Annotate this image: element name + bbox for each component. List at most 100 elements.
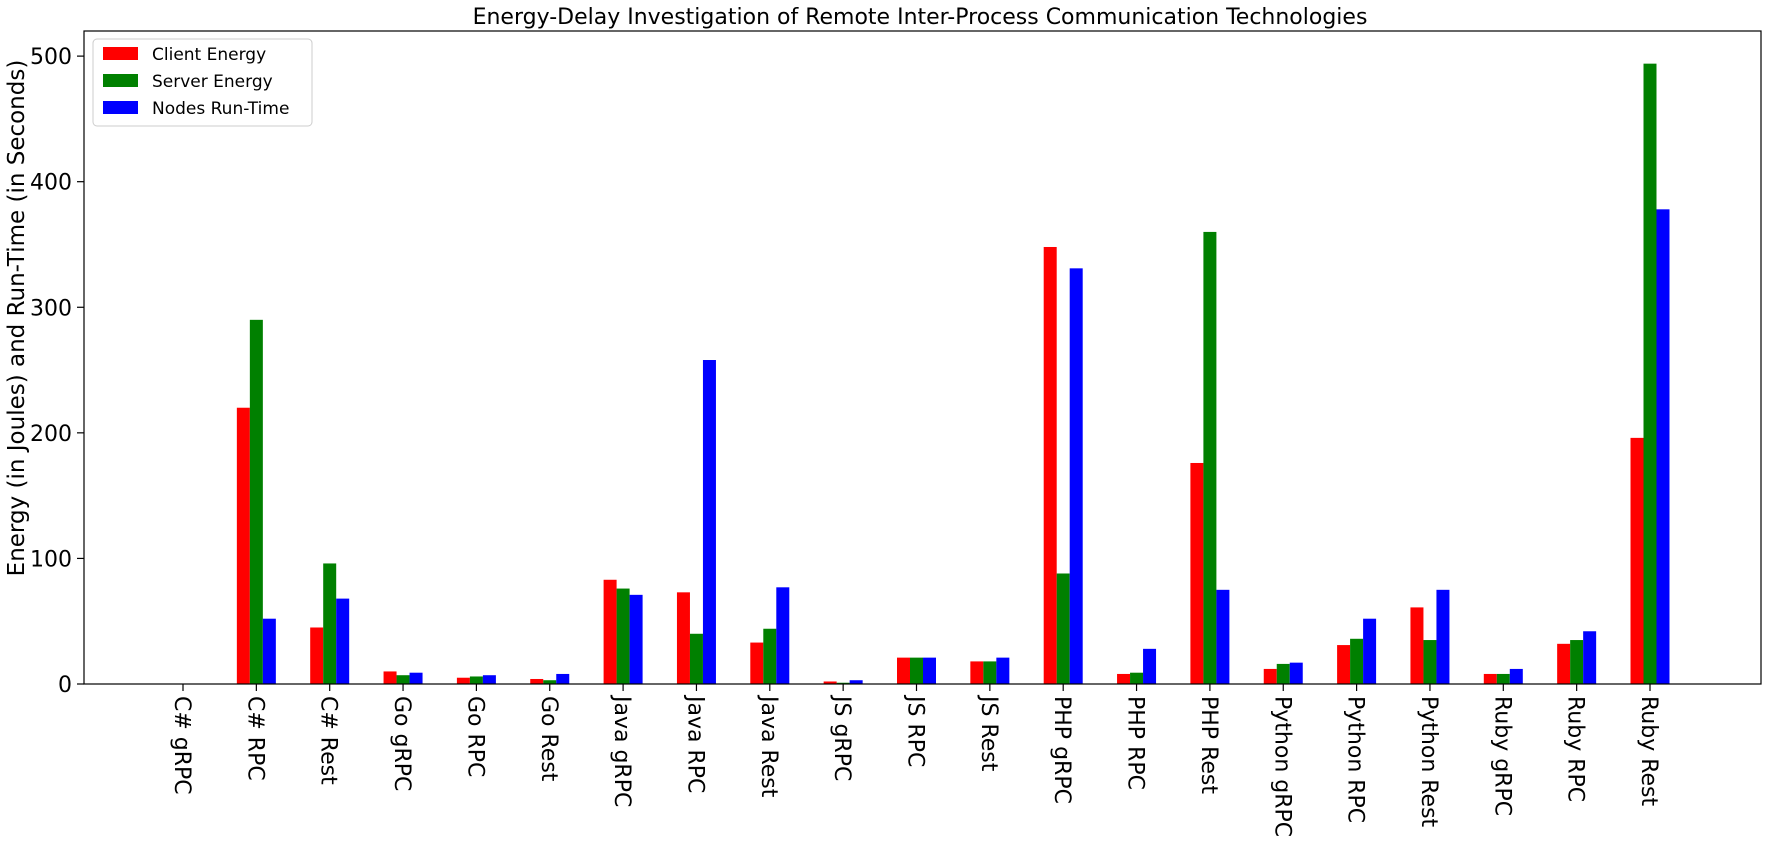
- bar-server-energy-14: [1203, 231, 1217, 685]
- legend-swatch-client-energy: [103, 47, 138, 60]
- bar-client-energy-8: [750, 642, 764, 684]
- x-tick-label: Java gRPC: [609, 694, 634, 807]
- bar-server-energy-16: [1350, 638, 1364, 684]
- x-tick-label: C# RPC: [242, 696, 267, 781]
- y-tick-label: 100: [30, 547, 72, 572]
- bar-client-energy-12: [1043, 246, 1057, 685]
- x-tick-label: Python Rest: [1416, 696, 1441, 828]
- bar-server-energy-20: [1643, 63, 1657, 684]
- bar-server-energy-6: [616, 588, 630, 684]
- bar-nodes-run-time-18: [1509, 668, 1523, 684]
- bar-client-energy-15: [1263, 668, 1277, 684]
- bar-server-energy-4: [469, 676, 483, 684]
- plot-bars: [236, 63, 1670, 685]
- bar-nodes-run-time-1: [262, 618, 276, 684]
- x-tick-label: Java RPC: [682, 694, 707, 793]
- bar-client-energy-11: [970, 661, 984, 684]
- y-axis-label: Energy (in Joules) and Run-Time (in Seco…: [4, 60, 30, 577]
- bar-nodes-run-time-14: [1216, 589, 1230, 684]
- bar-client-energy-20: [1630, 437, 1644, 684]
- x-tick-label: Go RPC: [462, 696, 487, 777]
- bar-client-energy-5: [530, 678, 544, 684]
- bar-server-energy-2: [323, 563, 337, 684]
- x-tick-label: JS gRPC: [829, 694, 854, 781]
- legend-label: Server Energy: [152, 72, 273, 92]
- bar-server-energy-1: [249, 319, 263, 684]
- bar-client-energy-4: [456, 677, 470, 684]
- legend-label: Nodes Run-Time: [152, 99, 289, 119]
- bar-server-energy-5: [543, 680, 557, 684]
- bar-client-energy-19: [1557, 643, 1571, 684]
- bar-client-energy-10: [897, 657, 910, 684]
- x-tick-label: Java Rest: [756, 694, 781, 798]
- chart-title: Energy-Delay Investigation of Remote Int…: [473, 5, 1368, 30]
- bar-server-energy-3: [396, 675, 410, 684]
- bar-client-energy-2: [310, 627, 324, 684]
- y-tick-label: 200: [30, 422, 72, 447]
- bar-nodes-run-time-15: [1289, 662, 1303, 684]
- x-tick-label: Python gRPC: [1269, 696, 1294, 837]
- legend-swatch-nodes-run-time: [103, 101, 138, 114]
- y-tick-label: 400: [30, 171, 72, 196]
- bar-nodes-run-time-17: [1436, 589, 1450, 684]
- bar-server-energy-12: [1056, 573, 1070, 684]
- bar-nodes-run-time-20: [1656, 209, 1670, 684]
- bar-nodes-run-time-5: [556, 673, 570, 684]
- bar-server-energy-11: [983, 661, 997, 684]
- bar-client-energy-7: [676, 592, 690, 684]
- x-tick-label: PHP Rest: [1196, 696, 1221, 794]
- bar-nodes-run-time-2: [336, 598, 350, 684]
- bar-server-energy-18: [1496, 673, 1510, 684]
- plot-frame: [83, 30, 1762, 685]
- bar-nodes-run-time-4: [482, 675, 496, 684]
- bar-client-energy-3: [383, 671, 397, 684]
- bar-client-energy-17: [1410, 607, 1424, 684]
- bar-client-energy-13: [1117, 673, 1131, 684]
- bar-client-energy-1: [236, 407, 250, 684]
- bar-nodes-run-time-9: [849, 680, 863, 684]
- bar-server-energy-19: [1570, 640, 1584, 684]
- y-tick-label: 300: [30, 296, 72, 321]
- bar-nodes-run-time-19: [1583, 631, 1597, 684]
- bar-nodes-run-time-16: [1363, 618, 1377, 684]
- x-tick-label: Ruby gRPC: [1489, 696, 1514, 816]
- bar-client-energy-6: [603, 579, 617, 684]
- bar-server-energy-9: [836, 682, 850, 684]
- x-tick-label: Go Rest: [536, 696, 561, 782]
- legend-swatch-server-energy: [103, 74, 138, 87]
- bar-nodes-run-time-12: [1069, 268, 1083, 684]
- x-tick-label: C# Rest: [316, 696, 341, 785]
- bar-client-energy-9: [823, 681, 837, 684]
- bar-nodes-run-time-11: [996, 657, 1010, 684]
- bar-server-energy-10: [910, 657, 923, 684]
- x-tick-label: JS Rest: [976, 694, 1001, 772]
- bar-server-energy-17: [1423, 640, 1437, 684]
- bar-nodes-run-time-13: [1143, 648, 1157, 684]
- x-tick-label: Go gRPC: [389, 696, 414, 791]
- x-tick-label: Ruby Rest: [1636, 696, 1661, 807]
- bar-server-energy-15: [1276, 663, 1290, 684]
- bar-nodes-run-time-3: [409, 672, 423, 684]
- bar-server-energy-8: [763, 628, 777, 684]
- bar-nodes-run-time-10: [923, 657, 936, 684]
- bar-server-energy-13: [1130, 672, 1144, 684]
- y-axis: 0 100 200 300 400 500: [30, 45, 84, 698]
- x-tick-label: PHP RPC: [1123, 696, 1148, 790]
- bar-nodes-run-time-8: [776, 587, 790, 684]
- legend-label: Client Energy: [152, 45, 266, 65]
- legend: Client Energy Server Energy Nodes Run-Time: [92, 38, 313, 127]
- bar-client-energy-16: [1337, 645, 1351, 684]
- y-tick-label: 0: [58, 673, 72, 698]
- x-tick-label: PHP gRPC: [1049, 696, 1074, 804]
- x-tick-label: C# gRPC: [169, 696, 194, 795]
- x-tick-label: Ruby RPC: [1563, 696, 1588, 802]
- y-tick-label: 500: [30, 45, 72, 70]
- bar-client-energy-14: [1190, 462, 1204, 684]
- x-axis: C# gRPC C# RPC C# Rest Go gRPC Go RPC Go Rest…: [169, 684, 1661, 837]
- bar-client-energy-18: [1483, 673, 1497, 684]
- x-tick-label: Python RPC: [1343, 696, 1368, 823]
- bar-nodes-run-time-6: [629, 594, 643, 684]
- x-tick-label: JS RPC: [903, 694, 928, 767]
- bar-nodes-run-time-7: [702, 360, 716, 684]
